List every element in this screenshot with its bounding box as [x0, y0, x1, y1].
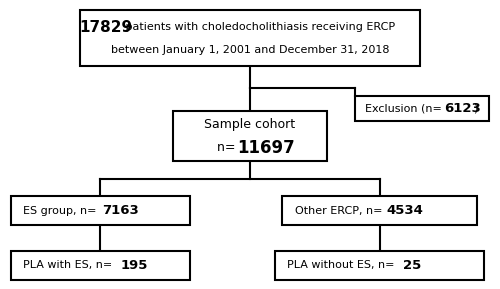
Text: patients with choledocholithiasis receiving ERCP: patients with choledocholithiasis receiv… — [122, 22, 395, 32]
Text: Other ERCP, n=: Other ERCP, n= — [295, 206, 386, 216]
Text: Exclusion (n=: Exclusion (n= — [365, 103, 442, 114]
Text: ES group, n=: ES group, n= — [23, 206, 100, 216]
Text: 17829: 17829 — [80, 20, 133, 35]
Text: 6123: 6123 — [444, 102, 481, 115]
Text: PLA with ES, n=: PLA with ES, n= — [23, 260, 116, 270]
Text: 11697: 11697 — [238, 139, 295, 157]
Text: between January 1, 2001 and December 31, 2018: between January 1, 2001 and December 31,… — [111, 45, 389, 55]
Text: Sample cohort: Sample cohort — [204, 118, 296, 131]
Text: 7163: 7163 — [102, 204, 139, 217]
FancyBboxPatch shape — [80, 10, 419, 66]
FancyBboxPatch shape — [282, 196, 477, 225]
FancyBboxPatch shape — [275, 251, 484, 280]
FancyBboxPatch shape — [172, 111, 328, 161]
Text: PLA without ES, n=: PLA without ES, n= — [288, 260, 399, 270]
Text: 4534: 4534 — [386, 204, 423, 217]
Text: 25: 25 — [403, 259, 421, 272]
FancyBboxPatch shape — [10, 251, 190, 280]
FancyBboxPatch shape — [354, 96, 490, 121]
Text: n=: n= — [217, 141, 240, 154]
FancyBboxPatch shape — [10, 196, 190, 225]
Text: ): ) — [473, 103, 478, 114]
Text: 195: 195 — [120, 259, 148, 272]
